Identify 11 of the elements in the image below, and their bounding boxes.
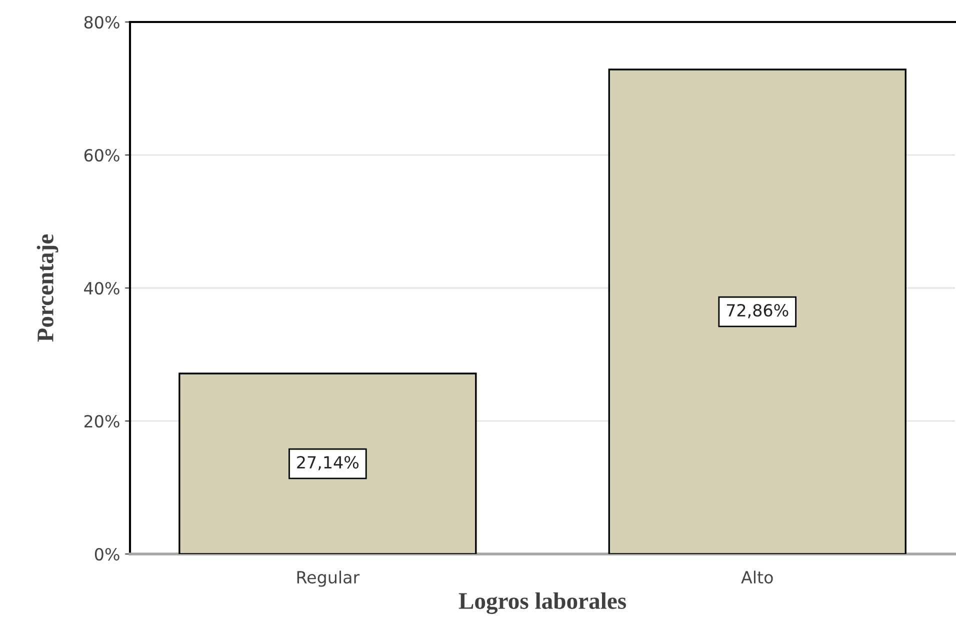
x-tick-label: Alto	[741, 570, 773, 584]
x-tick-label: Regular	[297, 570, 360, 587]
y-tick-label: 40%	[84, 282, 120, 295]
y-tick-label: 20%	[84, 414, 120, 428]
y-tick-label: 60%	[84, 148, 120, 162]
y-tick-label: 80%	[84, 16, 120, 29]
data-label: 27,14%	[297, 456, 359, 470]
y-tick-label: 0%	[94, 548, 120, 561]
x-axis-title: Logros laborales	[458, 592, 626, 614]
data-label: 72,86%	[726, 304, 788, 318]
y-axis-title: Porcentaje	[36, 234, 58, 342]
